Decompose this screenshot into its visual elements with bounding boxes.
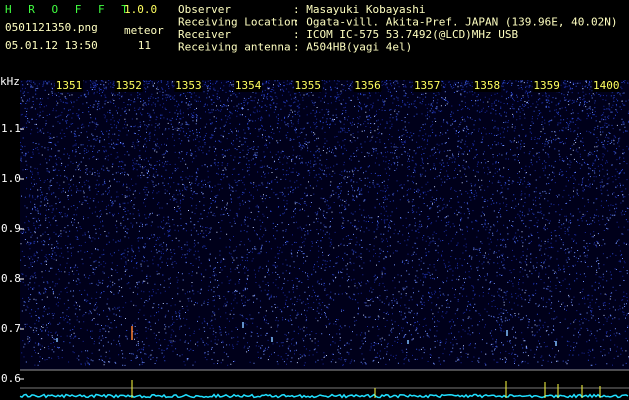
spectrogram-area [20,80,629,370]
meteor-count: 11 [138,39,151,52]
app-name: H R O F F T [5,3,133,16]
version: 1.0.0 [124,3,157,16]
freq-label: 0.7 [1,322,21,335]
time-label: 1359 [533,79,560,92]
level-spikes [131,380,601,398]
time-label: 1357 [414,79,441,92]
info-label: Receiving Location [178,16,297,29]
time-label: 1358 [474,79,501,92]
signal-level [19,393,629,399]
time-label-bg [413,80,442,92]
info-value: : Masayuki Kobayashi [293,3,425,16]
info-label: Observer [178,3,231,16]
time-label-bg [293,80,322,92]
time-label-bg [114,80,143,92]
time-label-bg [472,80,501,92]
meteor-label: meteor [124,24,164,37]
freq-label: 0.6 [1,372,21,385]
time-label: 1351 [56,79,83,92]
time-label-bg [234,80,263,92]
time-label-bg [174,80,203,92]
time-label: 1353 [175,79,202,92]
time-label: 1400 [593,79,620,92]
freq-label: 1.1 [1,122,21,135]
freq-label: 0.9 [1,222,21,235]
time-label: 1356 [354,79,381,92]
echoes [56,322,557,346]
file-name: 0501121350.png [5,21,98,34]
date-time: 05.01.12 13:50 [5,39,98,52]
time-label-bg [532,80,561,92]
time-label-bg [592,80,621,92]
info-label: Receiver [178,28,231,41]
info-value: : A504HB(yagi 4el) [293,41,412,54]
info-value: : ICOM IC-575 53.7492(@LCD)MHz USB [293,28,519,41]
time-label-bg [353,80,382,92]
info-label: Receiving antenna [178,41,291,54]
time-label: 1354 [235,79,262,92]
time-label: 1355 [295,79,322,92]
time-label: 1352 [115,79,142,92]
freq-label: 0.8 [1,272,21,285]
time-label-bg [55,80,83,92]
freq-label: 1.0 [1,172,21,185]
unit-label: kHz [0,75,20,88]
axes: 1.1 1.0 0.9 0.8 0.7 0.6 1351 1352 1353 1354 1355 13… [1,79,621,385]
info-value: : Ogata-vill. Akita-Pref. JAPAN (139.96E… [293,16,618,29]
